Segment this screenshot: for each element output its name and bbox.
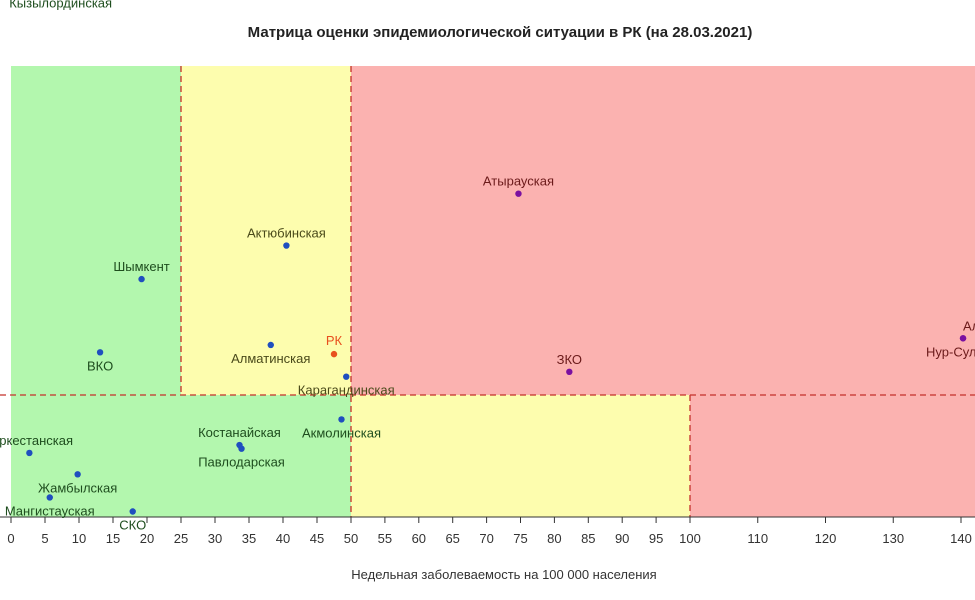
point-label: Нур-Султан xyxy=(926,344,975,359)
point-label: Акмолинская xyxy=(302,425,381,440)
x-tick-label: 40 xyxy=(276,531,290,546)
x-tick-label: 0 xyxy=(7,531,14,546)
point-label: ВКО xyxy=(87,358,113,373)
x-tick-label: 5 xyxy=(41,531,48,546)
point-marker xyxy=(566,368,573,376)
matrix-plot: 0 5 10 15 20 25 30 35 40 45 50 55 60 65 70 75 80 85 90 95 10… xyxy=(0,0,975,546)
x-tick-label: 110 xyxy=(747,531,768,546)
x-tick-label: 75 xyxy=(513,531,527,546)
point-marker xyxy=(515,190,522,197)
point-label: Актюбинская xyxy=(247,226,326,241)
zone-0 xyxy=(11,66,181,395)
x-tick-label: 65 xyxy=(445,531,459,546)
point-label: Туркестанская xyxy=(0,433,73,448)
point-marker xyxy=(96,349,104,356)
x-tick-label: 20 xyxy=(140,531,154,546)
x-tick-label: 15 xyxy=(106,531,120,546)
x-tick-label: 45 xyxy=(310,531,324,546)
point-marker xyxy=(330,350,338,358)
point-label: Шымкент xyxy=(113,259,169,274)
point-marker xyxy=(959,335,967,342)
x-tick-label: 35 xyxy=(242,531,256,546)
x-tick-label: 85 xyxy=(581,531,595,546)
point-label: Мангистауская xyxy=(5,503,95,518)
point-label: Павлодарская xyxy=(198,455,285,470)
point-label: Кызылординская xyxy=(9,0,112,10)
x-axis-label: Недельная заболеваемость на 100 000 насе… xyxy=(351,567,657,582)
point-marker xyxy=(138,275,145,283)
zone-3 xyxy=(11,395,351,517)
chart-title: Матрица оценки эпидемиологической ситуац… xyxy=(247,24,753,41)
x-tick-label: 55 xyxy=(378,531,392,546)
x-tick-label: 120 xyxy=(815,531,837,546)
x-tick-label: 10 xyxy=(72,531,86,546)
point-marker xyxy=(267,341,274,349)
point-label: Алматы xyxy=(963,318,975,333)
x-tick-label: 70 xyxy=(479,531,493,546)
x-tick-label: 130 xyxy=(882,531,904,546)
x-tick-label: 50 xyxy=(344,531,358,546)
x-tick-label: 100 xyxy=(679,531,701,546)
point-label: СКО xyxy=(119,518,146,533)
point-label: ЗКО xyxy=(557,352,582,367)
point-label: Атырауская xyxy=(483,174,554,189)
point-marker xyxy=(129,508,136,515)
point-marker xyxy=(74,471,81,478)
point-label: РК xyxy=(326,333,343,348)
point-label: Алматинская xyxy=(231,351,310,366)
x-tick-label: 25 xyxy=(174,531,188,546)
zone-4 xyxy=(351,395,690,517)
x-tick-label: 95 xyxy=(649,531,663,546)
zone-5 xyxy=(690,395,975,517)
point-marker xyxy=(238,445,245,452)
point-label: Жамбылская xyxy=(38,480,117,495)
zone-2 xyxy=(351,66,975,395)
point-marker xyxy=(26,449,33,457)
point-marker xyxy=(46,494,53,501)
point-label: Карагандинская xyxy=(298,383,395,398)
point-marker xyxy=(338,416,345,423)
x-tick-label: 140 xyxy=(950,531,972,546)
point-marker xyxy=(283,242,290,249)
point-label: Костанайская xyxy=(198,425,281,440)
x-tick-label: 90 xyxy=(615,531,629,546)
x-tick-label: 30 xyxy=(208,531,222,546)
x-tick-label: 80 xyxy=(547,531,561,546)
point-marker xyxy=(343,373,350,380)
x-tick-label: 60 xyxy=(412,531,426,546)
zone-1 xyxy=(181,66,351,395)
